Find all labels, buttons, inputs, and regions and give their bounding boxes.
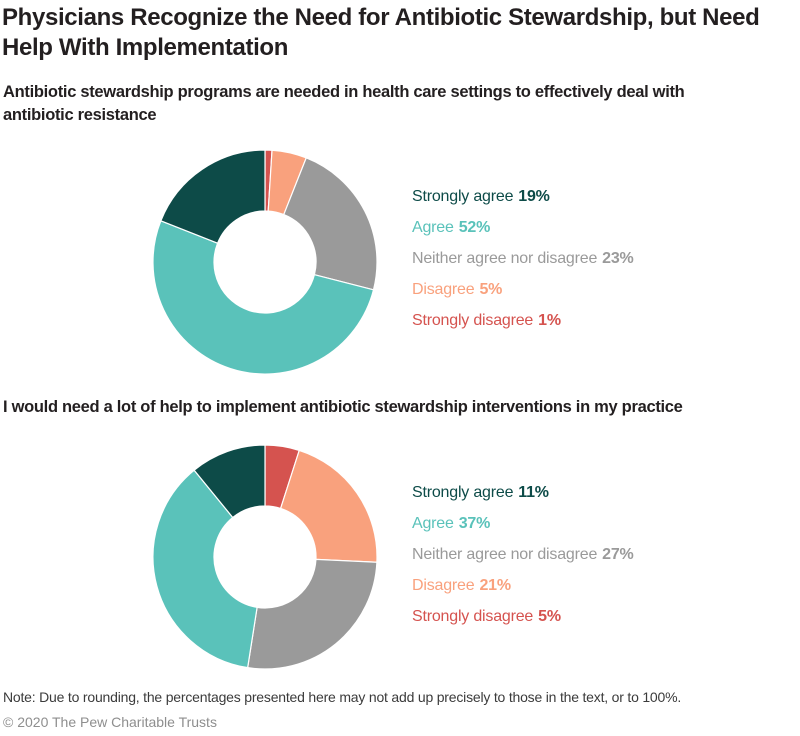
legend-value: 11%: [518, 484, 549, 501]
chart-1-subtitle: Antibiotic stewardship programs are need…: [3, 83, 685, 124]
legend-value: 5%: [538, 608, 561, 625]
legend-label: Disagree: [412, 281, 475, 298]
donut-segment-neither-agree-nor-disagree: [247, 558, 378, 670]
legend-label: Agree: [412, 515, 454, 532]
legend-label: Agree: [412, 219, 454, 236]
legend-item-agree: Agree 37%: [412, 508, 772, 539]
legend-value: 21%: [479, 577, 511, 594]
legend-item-strongly-disagree: Strongly disagree 5%: [412, 601, 772, 632]
page-title: Physicians Recognize the Need for Antibi…: [2, 4, 760, 61]
legend-label: Strongly agree: [412, 484, 514, 501]
donut-segment-disagree: [280, 449, 378, 563]
legend-value: 23%: [602, 250, 634, 267]
legend-label: Disagree: [412, 577, 475, 594]
legend-item-strongly-agree: Strongly agree 11%: [412, 477, 772, 508]
legend-item-agree: Agree 52%: [412, 212, 772, 243]
legend-value: 5%: [479, 281, 503, 298]
legend-item-strongly-disagree: Strongly disagree 1%: [412, 305, 772, 336]
legend-item-disagree: Disagree 5%: [412, 274, 772, 305]
footnote: Note: Due to rounding, the percentages p…: [3, 689, 682, 705]
legend-item-neither-agree-nor-disagree: Neither agree nor disagree 23%: [412, 243, 772, 274]
legend-label: Strongly disagree: [412, 312, 534, 329]
legend-item-strongly-agree: Strongly agree 19%: [412, 181, 772, 212]
legend-item-neither-agree-nor-disagree: Neither agree nor disagree 27%: [412, 539, 772, 570]
donut-chart-1: [152, 149, 378, 375]
legend-label: Neither agree nor disagree: [412, 546, 598, 563]
legend-item-disagree: Disagree 21%: [412, 570, 772, 601]
legend-value: 52%: [458, 219, 491, 236]
donut-segment-agree: [152, 469, 258, 669]
legend-value: 27%: [602, 546, 634, 563]
legend-label: Strongly agree: [412, 188, 514, 205]
donut-segment-agree: [152, 220, 375, 375]
chart-2-legend: Strongly agree 11% Agree 37% Neither agree n…: [412, 477, 772, 632]
copyright: © 2020 The Pew Charitable Trusts: [3, 714, 217, 730]
chart-1-legend: Strongly agree 19% Agree 52% Neither agree n…: [412, 181, 772, 336]
legend-label: Strongly disagree: [412, 608, 534, 625]
donut-segment-strongly-agree: [193, 444, 266, 519]
legend-value: 1%: [538, 312, 561, 329]
legend-label: Neither agree nor disagree: [412, 250, 598, 267]
donut-chart-2: [152, 444, 378, 670]
legend-value: 19%: [518, 188, 550, 205]
legend-value: 37%: [458, 515, 491, 532]
donut-segment-neither-agree-nor-disagree: [283, 157, 378, 291]
donut-segment-strongly-agree: [160, 149, 266, 244]
chart-2-subtitle: I would need a lot of help to implement …: [3, 398, 683, 416]
